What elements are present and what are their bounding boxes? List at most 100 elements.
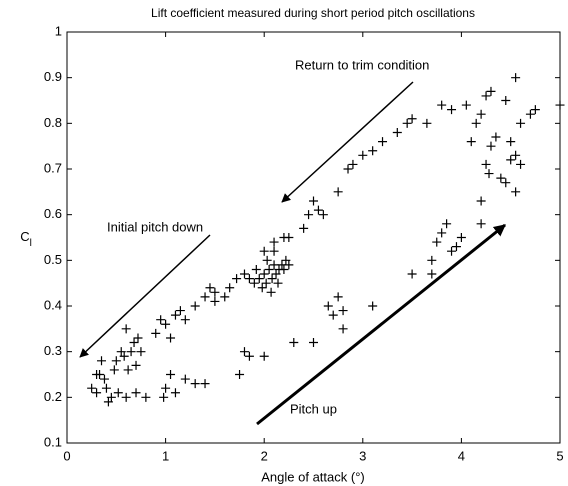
- point: [437, 228, 447, 238]
- point: [456, 233, 466, 242]
- point: [116, 347, 126, 357]
- point: [180, 374, 190, 384]
- annotation: Initial pitch down: [107, 219, 203, 234]
- point: [461, 100, 471, 110]
- point: [121, 392, 131, 402]
- point: [402, 118, 412, 128]
- point: [159, 392, 169, 402]
- annotation: Pitch up: [290, 401, 337, 416]
- point: [284, 233, 294, 242]
- point: [378, 137, 388, 147]
- point: [210, 296, 220, 306]
- y-tick-label: 0.1: [44, 434, 62, 449]
- point: [333, 292, 343, 302]
- point: [309, 196, 318, 206]
- point: [166, 333, 176, 343]
- point: [269, 237, 279, 247]
- point: [328, 310, 338, 320]
- point: [261, 278, 271, 288]
- point: [289, 338, 299, 348]
- point: [525, 109, 535, 119]
- point: [180, 315, 190, 325]
- point: [466, 137, 476, 147]
- point: [407, 269, 417, 279]
- point: [491, 132, 501, 142]
- point: [244, 351, 254, 361]
- y-tick-label: 0.4: [44, 297, 62, 312]
- point: [232, 274, 242, 284]
- point: [313, 205, 323, 215]
- point: [205, 283, 215, 293]
- point: [323, 301, 333, 311]
- y-tick-label: 0.9: [44, 69, 62, 84]
- point: [437, 100, 447, 110]
- chart-title: Lift coefficient measured during short p…: [151, 6, 475, 20]
- x-tick-label: 4: [458, 448, 465, 463]
- point: [131, 388, 141, 398]
- point: [368, 146, 378, 156]
- point: [109, 365, 119, 375]
- point: [225, 283, 235, 293]
- point: [511, 73, 521, 83]
- point: [267, 274, 277, 284]
- point: [200, 379, 210, 389]
- y-tick-label: 0.5: [44, 252, 62, 267]
- point: [318, 210, 328, 220]
- point: [175, 306, 185, 316]
- point: [166, 370, 176, 379]
- point: [170, 388, 180, 398]
- point: [484, 169, 494, 179]
- point: [126, 347, 136, 357]
- point: [262, 255, 272, 265]
- arrow: [281, 81, 414, 203]
- point: [269, 260, 279, 270]
- point: [333, 187, 343, 197]
- point: [279, 264, 289, 274]
- point: [254, 274, 264, 284]
- point: [161, 383, 171, 393]
- point: [476, 219, 486, 229]
- point: [266, 287, 276, 297]
- x-tick-label: 3: [359, 448, 366, 463]
- point: [131, 360, 141, 370]
- point: [101, 383, 111, 393]
- point: [516, 159, 526, 169]
- point: [87, 383, 97, 393]
- point: [244, 274, 254, 284]
- y-tick-label: 0.6: [44, 206, 62, 221]
- point: [511, 150, 521, 160]
- point: [481, 159, 491, 169]
- x-tick-label: 0: [63, 448, 70, 463]
- point: [123, 365, 133, 375]
- point: [348, 159, 358, 169]
- point: [442, 219, 452, 229]
- point: [103, 397, 113, 407]
- point: [156, 315, 166, 325]
- point: [259, 351, 269, 361]
- point: [555, 100, 565, 110]
- point: [471, 118, 481, 128]
- point: [141, 392, 151, 402]
- point: [368, 301, 378, 311]
- point: [190, 301, 200, 311]
- x-axis-label: Angle of attack (°): [261, 469, 364, 484]
- point: [304, 210, 314, 220]
- arrow: [256, 223, 506, 426]
- point: [271, 269, 281, 279]
- arrow: [79, 234, 211, 358]
- point: [506, 137, 516, 147]
- point: [111, 356, 121, 366]
- y-axis-label: Cl: [20, 229, 32, 248]
- point: [133, 333, 143, 343]
- point: [99, 374, 109, 384]
- point: [422, 118, 432, 128]
- point: [427, 255, 437, 265]
- point: [451, 242, 461, 252]
- point: [151, 328, 161, 338]
- y-tick-label: 0.7: [44, 160, 62, 175]
- point: [476, 196, 486, 206]
- point: [501, 96, 511, 105]
- point: [432, 237, 442, 247]
- point: [106, 392, 116, 402]
- point: [392, 127, 402, 137]
